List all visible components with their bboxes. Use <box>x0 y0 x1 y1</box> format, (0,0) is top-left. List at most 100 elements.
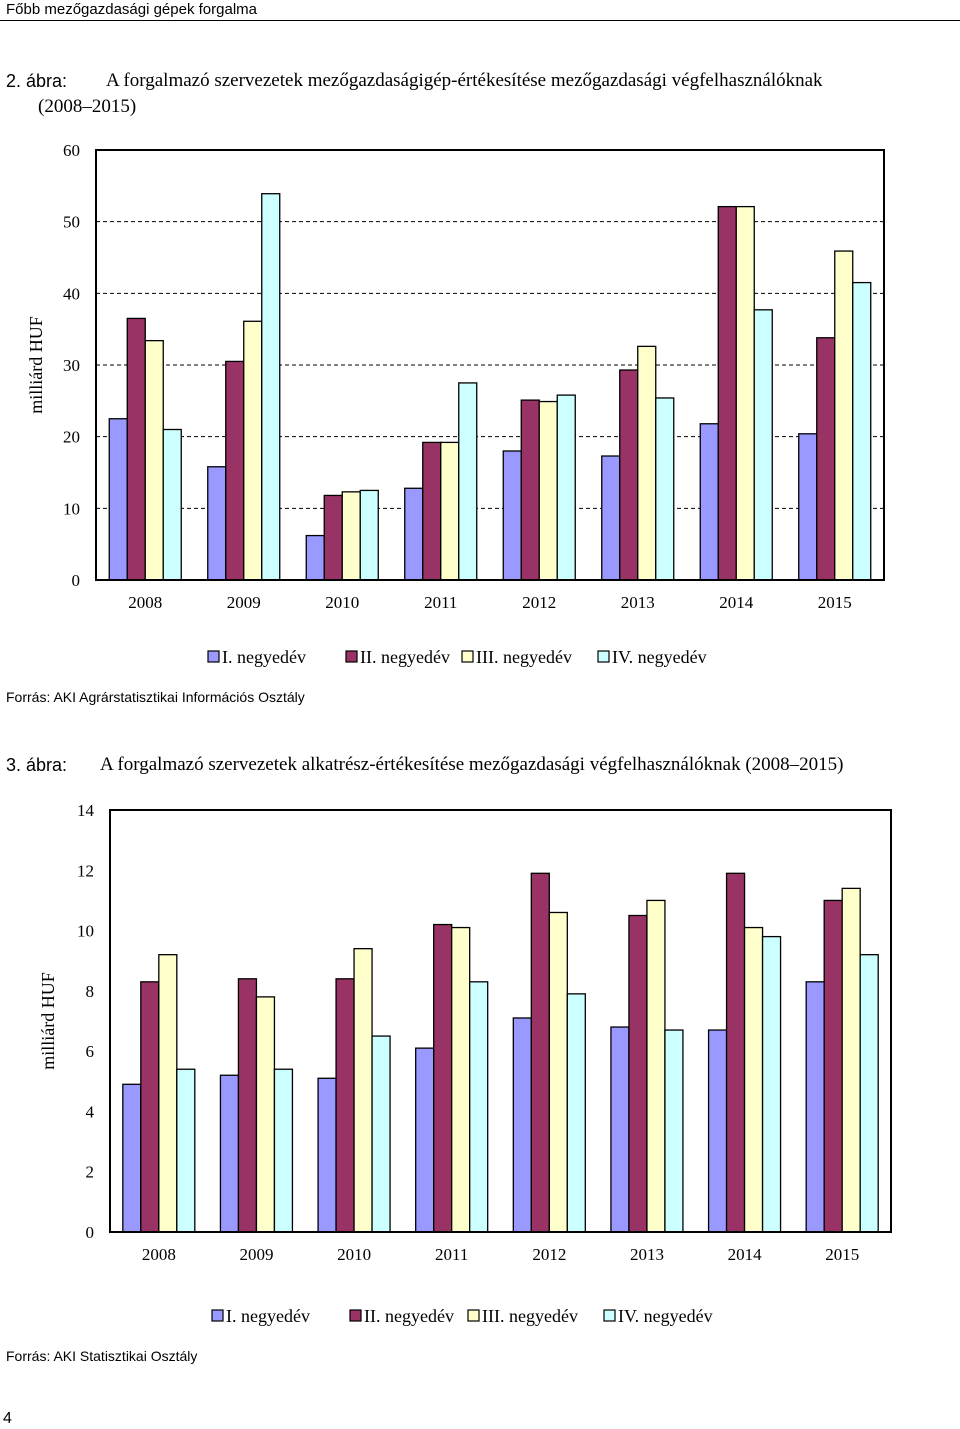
fig2-bar-2011-q4 <box>458 382 478 581</box>
fig2-bar-2011-q2 <box>422 441 442 581</box>
fig3-bar-2008-q4 <box>176 1068 196 1233</box>
fig2-bar-2010-q1 <box>305 534 325 581</box>
fig3-x-tick-label: 2015 <box>825 1245 859 1264</box>
fig3-y-tick-label: 12 <box>77 861 94 880</box>
fig3-legend-label-q1: I. negyedév <box>226 1306 310 1326</box>
fig2-bar-2012-q4 <box>556 394 576 581</box>
fig3-bar-2011-q3 <box>451 926 471 1233</box>
fig2-y-tick-label: 20 <box>63 428 80 447</box>
fig2-y-tick-label: 60 <box>63 141 80 160</box>
figure-3-title-line1: A forgalmazó szervezetek alkatrész-érték… <box>100 754 844 775</box>
fig3-bar-2009-q2 <box>237 978 258 1233</box>
fig3-bar-2008-q3 <box>158 954 178 1233</box>
figure-2-source: Forrás: AKI Agrárstatisztikai Információ… <box>6 689 305 705</box>
fig3-bar-2008-q2 <box>140 981 160 1233</box>
fig3-y-tick-label: 8 <box>86 982 95 1001</box>
fig2-x-tick-label: 2015 <box>818 593 852 612</box>
fig2-legend-label-q2: II. negyedév <box>360 647 450 667</box>
fig3-bar-2013-q4 <box>664 1029 684 1233</box>
fig2-x-tick-label: 2012 <box>522 593 556 612</box>
figure-2-title-line1: A forgalmazó szervezetek mezőgazdaságigé… <box>106 70 823 91</box>
fig2-bar-2010-q2 <box>323 494 343 581</box>
fig2-legend-label-q1: I. negyedév <box>222 647 306 667</box>
fig2-bar-2013-q4 <box>655 397 675 581</box>
fig2-bar-2013-q3 <box>637 345 657 581</box>
fig3-x-tick-label: 2012 <box>532 1245 566 1264</box>
fig2-bar-2014-q3 <box>735 205 755 581</box>
fig2-bar-2009-q4 <box>261 193 281 581</box>
fig2-bar-2011-q1 <box>404 487 424 581</box>
fig2-x-tick-label: 2013 <box>621 593 655 612</box>
fig3-legend-swatch-q2 <box>349 1309 362 1322</box>
figure-2-title: 2. ábra: A forgalmazó szervezetek mezőga… <box>6 68 956 120</box>
fig3-bar-2012-q1 <box>512 1017 532 1233</box>
fig2-bar-2013-q1 <box>601 455 621 581</box>
fig2-y-tick-label: 40 <box>63 284 80 303</box>
fig2-x-tick-label: 2010 <box>325 593 359 612</box>
figure-2-chart: 0 10 20 30 40 50 60 milliárd HUF 2008 2009 2010 201… <box>26 141 885 667</box>
fig3-bar-2010-q4 <box>371 1035 391 1233</box>
fig2-legend-label-q3: III. negyedév <box>476 647 572 667</box>
fig3-bar-2009-q1 <box>219 1074 240 1233</box>
fig3-y-tick-label: 0 <box>86 1223 95 1242</box>
fig2-legend-swatch-q3 <box>461 650 474 663</box>
fig2-bar-2008-q2 <box>126 317 146 581</box>
fig2-y-tick-label: 0 <box>72 571 81 590</box>
fig2-bar-2010-q3 <box>341 491 361 581</box>
fig2-bar-2008-q3 <box>144 339 164 581</box>
fig2-y-tick-label: 10 <box>63 499 80 518</box>
fig3-x-tick-label: 2008 <box>142 1245 176 1264</box>
fig2-bar-2011-q3 <box>440 441 460 581</box>
fig3-bar-2008-q1 <box>122 1083 142 1233</box>
fig2-bar-2014-q2 <box>717 205 737 581</box>
fig2-bar-2012-q3 <box>538 400 558 581</box>
fig3-bar-2015-q1 <box>805 981 825 1233</box>
fig3-y-tick-label: 14 <box>77 801 95 820</box>
fig3-legend-label-q3: III. negyedév <box>482 1306 578 1326</box>
fig3-bar-2010-q1 <box>317 1077 337 1233</box>
fig3-bar-2010-q2 <box>335 978 355 1233</box>
fig3-bar-2014-q2 <box>725 872 746 1233</box>
fig2-legend-swatch-q1 <box>207 650 220 663</box>
fig3-y-tick-label: 10 <box>77 922 94 941</box>
fig3-bar-2011-q2 <box>433 923 453 1233</box>
fig3-bar-2011-q1 <box>415 1047 435 1233</box>
fig2-legend-label-q4: IV. negyedév <box>612 647 707 667</box>
fig2-bar-2015-q4 <box>852 281 872 581</box>
fig3-bar-2015-q2 <box>823 899 843 1233</box>
fig2-bar-2009-q1 <box>207 466 227 581</box>
figure-3-title: 3. ábra: A forgalmazó szervezetek alkatr… <box>6 752 956 778</box>
fig2-x-tick-label: 2009 <box>227 593 261 612</box>
figure-3-chart: 0 2 4 6 8 10 12 14 milliárd HUF 2008 2009 2010 2011 2… <box>38 801 892 1326</box>
fig2-bar-2013-q2 <box>619 369 639 581</box>
fig2-bar-2012-q1 <box>502 450 522 581</box>
fig3-x-tick-label: 2009 <box>239 1245 273 1264</box>
fig2-x-tick-label: 2011 <box>424 593 457 612</box>
header-divider <box>0 20 960 21</box>
fig3-x-tick-label: 2011 <box>435 1245 468 1264</box>
fig2-x-tick-label: 2014 <box>719 593 754 612</box>
fig3-legend-label-q4: IV. negyedév <box>618 1306 713 1326</box>
fig2-bar-2009-q2 <box>225 360 245 581</box>
fig2-bar-2012-q2 <box>520 399 540 581</box>
fig2-bar-2014-q1 <box>699 423 719 581</box>
fig3-bar-2015-q4 <box>859 954 879 1233</box>
fig3-legend-label-q2: II. negyedév <box>364 1306 454 1326</box>
fig3-plot-frame <box>109 809 892 1233</box>
fig2-bar-2014-q4 <box>753 309 773 581</box>
fig2-bar-2015-q2 <box>816 337 836 581</box>
fig3-legend-swatch-q4 <box>603 1309 616 1322</box>
fig3-bar-2014-q4 <box>761 935 782 1233</box>
fig3-bar-2013-q1 <box>610 1026 630 1233</box>
fig3-legend-swatch-q3 <box>467 1309 480 1322</box>
figure-2-number: 2. ábra: <box>6 71 68 91</box>
fig3-bar-2015-q3 <box>841 887 861 1233</box>
fig3-bar-2014-q1 <box>707 1029 728 1233</box>
fig2-plot-frame <box>95 149 885 581</box>
fig2-bar-2015-q1 <box>798 433 818 581</box>
fig3-x-tick-label: 2014 <box>728 1245 763 1264</box>
page-number: 4 <box>3 1410 12 1427</box>
fig3-bar-2011-q4 <box>469 981 489 1233</box>
fig2-y-tick-label: 30 <box>63 356 80 375</box>
fig3-y-tick-label: 2 <box>86 1163 95 1182</box>
